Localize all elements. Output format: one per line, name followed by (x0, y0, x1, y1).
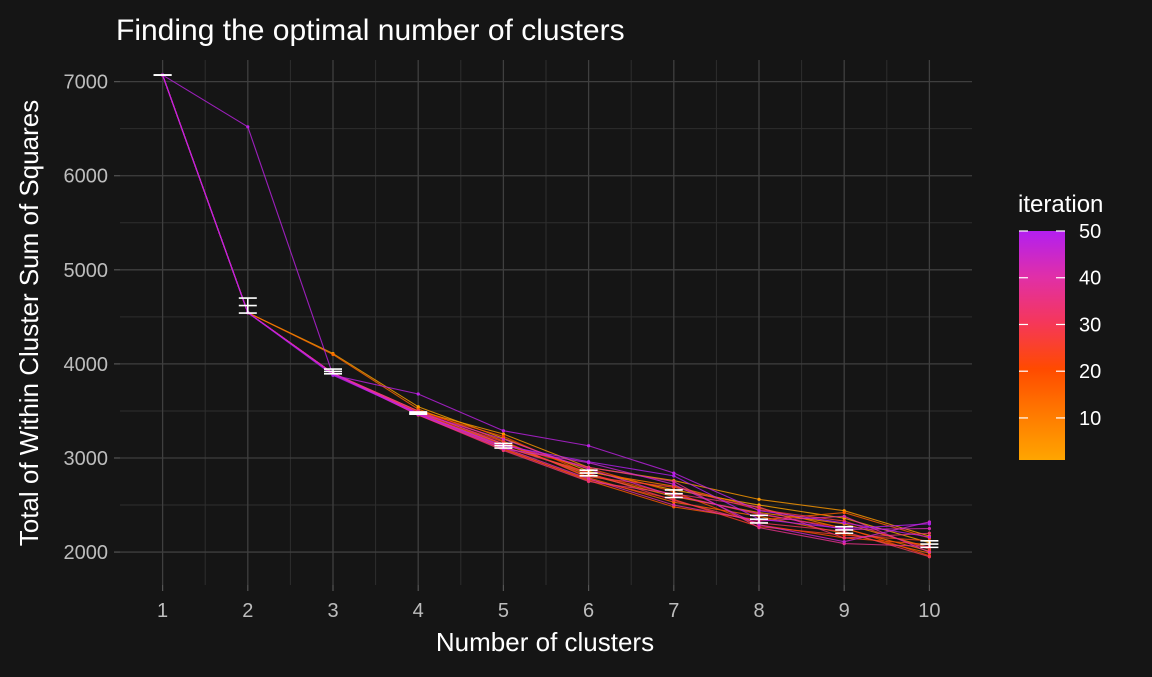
legend-tick-label: 40 (1079, 268, 1101, 290)
error-bar-5 (494, 442, 513, 449)
iteration-series (162, 74, 930, 558)
y-tick-label: 5000 (64, 260, 109, 282)
x-tick-label: 3 (327, 600, 338, 622)
iteration-48-point-2 (246, 125, 250, 129)
iteration-42-point-5 (501, 437, 505, 441)
iteration-45-point-9 (842, 540, 846, 544)
mean-error-bars (153, 74, 939, 549)
error-bar-4 (409, 411, 428, 416)
iteration-48-point-8 (757, 509, 761, 513)
iteration-42-point-10 (927, 526, 932, 531)
iteration-48-line (162, 74, 930, 538)
error-bar-8 (750, 514, 768, 524)
iteration-39-point-10 (927, 550, 932, 554)
iteration-48-point-9 (842, 521, 846, 525)
iteration-12-point-3 (331, 352, 335, 357)
iteration-27-point-10 (927, 547, 932, 551)
iteration-1-point-4 (416, 405, 420, 409)
x-tick-label: 5 (498, 600, 509, 622)
iteration-50-point-10 (927, 522, 932, 526)
error-bar-7 (664, 489, 683, 499)
iteration-50-point-7 (672, 474, 676, 478)
legend-title: iteration (1018, 191, 1103, 218)
error-bar-6 (579, 469, 598, 477)
y-tick-label: 2000 (64, 542, 109, 564)
x-tick-label: 8 (753, 600, 764, 622)
legend-tick-label: 20 (1079, 361, 1101, 383)
y-tick-label: 4000 (64, 354, 109, 376)
x-tick-label: 1 (157, 600, 168, 622)
x-axis-label: Number of clusters (436, 627, 654, 657)
iteration-45-point-8 (757, 523, 761, 527)
iteration-33-point-6 (587, 479, 591, 484)
y-axis-ticks: 2000 3000 4000 5000 6000 7000 (64, 72, 120, 564)
iteration-legend: iteration 50 40 30 20 10 (1018, 191, 1103, 460)
chart-title: Finding the optimal number of clusters (116, 14, 625, 47)
legend-ticks: 50 40 30 20 10 (1019, 221, 1101, 430)
iteration-39-point-9 (842, 514, 846, 518)
error-bar-9 (835, 525, 854, 535)
iteration-27-point-7 (672, 485, 676, 489)
error-bar-3 (324, 368, 342, 375)
x-tick-label: 10 (918, 600, 940, 622)
iteration-36-point-8 (757, 526, 761, 530)
y-tick-label: 7000 (64, 72, 109, 94)
iteration-42-point-8 (757, 511, 761, 516)
x-tick-label: 9 (839, 600, 850, 622)
x-tick-label: 7 (668, 600, 679, 622)
legend-tick-label: 30 (1079, 314, 1101, 336)
major-gridlines (120, 60, 972, 585)
x-tick-label: 6 (583, 600, 594, 622)
x-tick-label: 4 (413, 600, 424, 622)
iteration-33-point-9 (842, 536, 846, 540)
iteration-48-point-10 (927, 535, 932, 539)
iteration-30-point-7 (672, 498, 676, 502)
x-axis-ticks: 1 2 3 4 5 6 7 8 9 10 (157, 585, 941, 622)
iteration-21-point-5 (501, 434, 505, 438)
iteration-39-point-7 (672, 503, 676, 507)
iteration-33-point-8 (757, 505, 761, 509)
iteration-48-point-6 (587, 444, 591, 448)
iteration-15-point-9 (842, 510, 846, 515)
x-tick-label: 2 (242, 600, 253, 622)
iteration-3-point-8 (757, 497, 761, 501)
iteration-50-line (162, 74, 930, 530)
iteration-48-point-4 (416, 392, 420, 396)
iteration-24-point-9 (842, 533, 846, 537)
iteration-39-point-6 (587, 477, 591, 481)
iteration-48-point-7 (672, 471, 676, 475)
y-axis-label: Total of Within Cluster Sum of Squares (14, 100, 44, 547)
iteration-36-point-7 (672, 479, 676, 484)
iteration-3-point-5 (501, 432, 505, 436)
y-tick-label: 6000 (64, 166, 109, 188)
minor-gridlines (120, 60, 972, 585)
y-tick-label: 3000 (64, 448, 109, 470)
legend-tick-label: 50 (1079, 221, 1101, 243)
error-bar-2 (238, 297, 257, 314)
legend-colorbar (1019, 231, 1065, 460)
error-bar-10 (920, 539, 939, 549)
iteration-50-point-6 (587, 460, 591, 464)
iteration-48-point-5 (501, 429, 505, 433)
iteration-30-point-10 (927, 555, 932, 559)
iteration-45-point-7 (672, 482, 676, 486)
legend-tick-label: 10 (1079, 408, 1101, 430)
iteration-33-point-10 (927, 531, 932, 535)
